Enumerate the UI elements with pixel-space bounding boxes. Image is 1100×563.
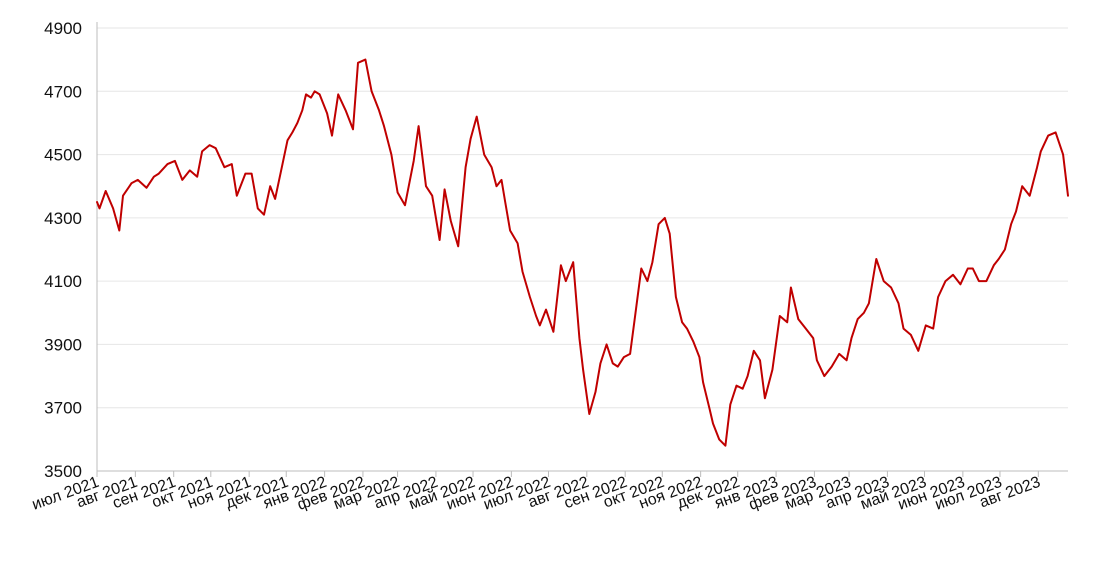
y-tick-label: 4700 [44,82,82,101]
y-tick-label: 4100 [44,272,82,291]
series-line [96,58,1069,447]
y-tick-label: 4300 [44,209,82,228]
grid-lines [97,27,1068,409]
y-tick-label: 3900 [44,335,82,354]
series [96,58,1069,447]
axes [96,22,1068,477]
y-tick-label: 4900 [44,19,82,38]
y-tick-label: 3500 [44,462,82,481]
y-tick-label: 3700 [44,399,82,418]
y-tick-label: 4500 [44,146,82,165]
